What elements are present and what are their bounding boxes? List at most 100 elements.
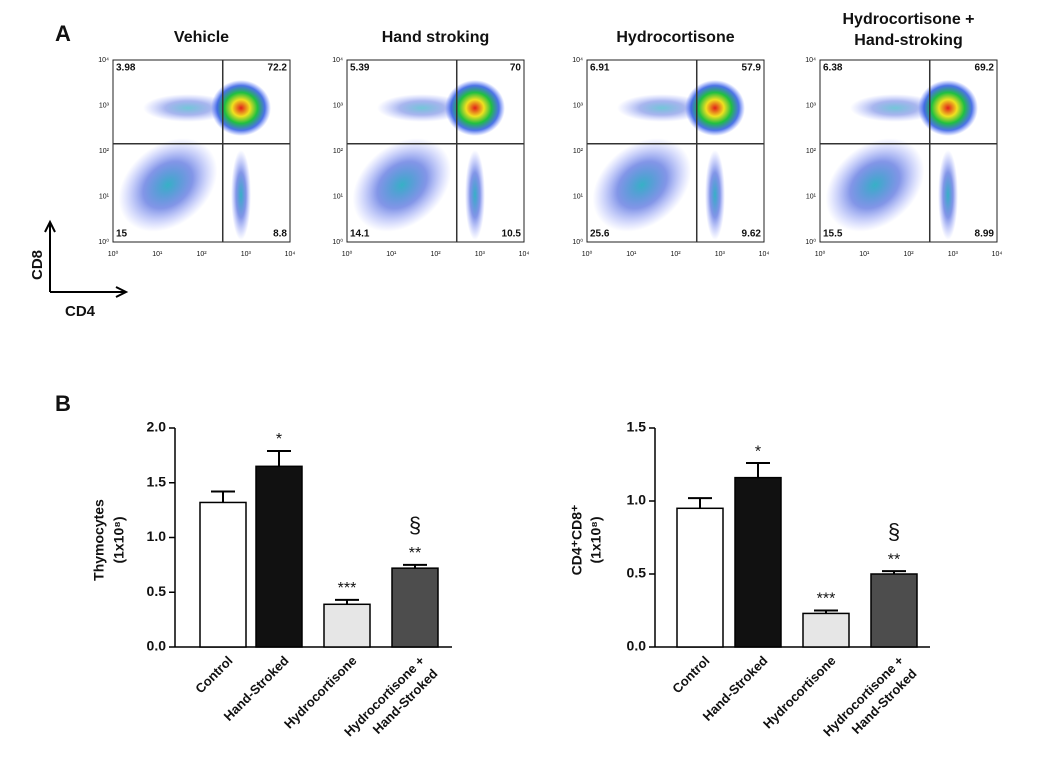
quadrant-value: 10.5 [502,229,522,240]
x-tick-label: Hydrocortisone [760,653,839,732]
significance: *** [817,591,836,608]
x-tick-label: 10⁰ [582,250,593,258]
significance: § [409,513,421,538]
significance: * [276,431,282,448]
quadrant-value: 6.38 [823,63,843,74]
axis-label: CD4 [65,303,96,320]
x-tick-label: 10² [196,251,207,258]
y-tick-label: 10² [99,148,110,155]
y-tick-label: 2.0 [147,419,167,435]
x-tick-label: 10⁴ [285,251,296,258]
quadrant-value: 70 [510,63,522,74]
quadrant-value: 72.2 [268,63,288,74]
y-tick-label: 10³ [806,102,817,109]
y-tick-label: 10¹ [333,193,344,200]
y-tick-label: 10⁰ [332,238,343,246]
y-tick-label: 10³ [333,102,344,109]
x-tick-label: 10¹ [386,251,397,258]
density [685,80,745,136]
x-tick-label: 10² [670,251,681,258]
density [938,150,958,240]
y-axis-label: CD4⁺CD8⁺ [569,505,585,576]
bar [870,573,918,648]
y-tick-label: 0.0 [627,638,647,654]
y-tick-label: 10⁴ [805,57,816,64]
density [445,80,505,136]
axis-arrows [44,219,129,298]
y-tick-label: 10⁴ [572,57,583,64]
density [465,150,485,240]
y-tick-label: 10² [806,148,817,155]
x-tick-label: 10⁴ [759,251,770,258]
y-axis-label: Thymocytes [91,499,107,581]
quadrant-value: 6.91 [590,63,610,74]
density [231,150,251,240]
density [377,94,467,122]
y-tick-label: 10² [333,148,344,155]
plot-title: Hydrocortisone [616,29,734,46]
flow-plot: 10⁰ 10⁰ 10¹ 10¹ 10² 10² 10³ 10³ 10⁴ 10⁴ Hydrocorti… [572,29,769,258]
y-axis-label: (1x10⁸) [111,516,127,563]
x-tick-label: 10³ [715,251,726,258]
y-tick-label: 10⁰ [805,238,816,246]
x-tick-label: 10⁴ [992,251,1003,258]
bar [734,476,782,648]
y-tick-label: 10³ [573,102,584,109]
quadrant-value: 5.39 [350,63,370,74]
x-tick-label: 10² [430,251,441,258]
x-tick-label: 10³ [948,251,959,258]
plot-title: Hand stroking [382,29,490,46]
y-axis-label: (1x10⁸) [588,516,604,563]
bar [323,603,371,648]
density [617,94,707,122]
quadrant-value: 69.2 [975,63,995,74]
quadrant-value: 57.9 [742,63,762,74]
flow-plot: 10⁰ 10⁰ 10¹ 10¹ 10² 10² 10³ 10³ 10⁴ 10⁴ Vehicle 3.9… [98,29,295,258]
y-tick-label: 10¹ [806,193,817,200]
quadrant-value: 15 [116,229,128,240]
x-tick-label: 10³ [241,251,252,258]
bar [391,567,439,648]
x-tick-label: 10⁰ [342,250,353,258]
quadrant-value: 8.99 [975,229,995,240]
y-tick-label: 10⁰ [98,238,109,246]
flow-plot: 10⁰ 10⁰ 10¹ 10¹ 10² 10² 10³ 10³ 10⁴ 10⁴ Hydrocorti… [805,11,1002,258]
x-tick-label: 10⁴ [519,251,530,258]
x-tick-label: 10¹ [152,251,163,258]
bar [255,465,303,648]
density [825,138,925,232]
y-tick-label: 1.0 [627,492,647,508]
density [118,138,218,232]
y-tick-label: 10³ [99,102,110,109]
significance: § [888,519,900,544]
x-tick-label: Control [192,653,235,696]
x-tick-label: 10¹ [626,251,637,258]
y-tick-label: 10⁴ [332,57,343,64]
plot-frame [819,59,998,243]
bar [199,501,247,648]
significance: ** [409,545,421,562]
significance: * [755,443,761,460]
quadrant-value: 3.98 [116,63,136,74]
y-tick-label: 0.0 [147,638,167,654]
y-tick-label: 10² [573,148,584,155]
y-tick-label: 0.5 [627,565,647,581]
quadrant-value: 8.8 [273,229,287,240]
x-tick-label: 10² [903,251,914,258]
density [918,80,978,136]
plot-frame [586,59,765,243]
density [850,94,940,122]
y-tick-label: 10¹ [99,193,110,200]
y-tick-label: 0.5 [147,583,167,599]
quadrant-value: 25.6 [590,229,610,240]
bar [676,507,724,648]
panel-label: B [55,391,71,416]
plot-frame [346,59,525,243]
quadrant-value: 9.62 [742,229,762,240]
x-tick-label: Hydrocortisone [281,653,360,732]
plot-title: Vehicle [174,29,229,46]
x-tick-label: 10⁰ [108,250,119,258]
